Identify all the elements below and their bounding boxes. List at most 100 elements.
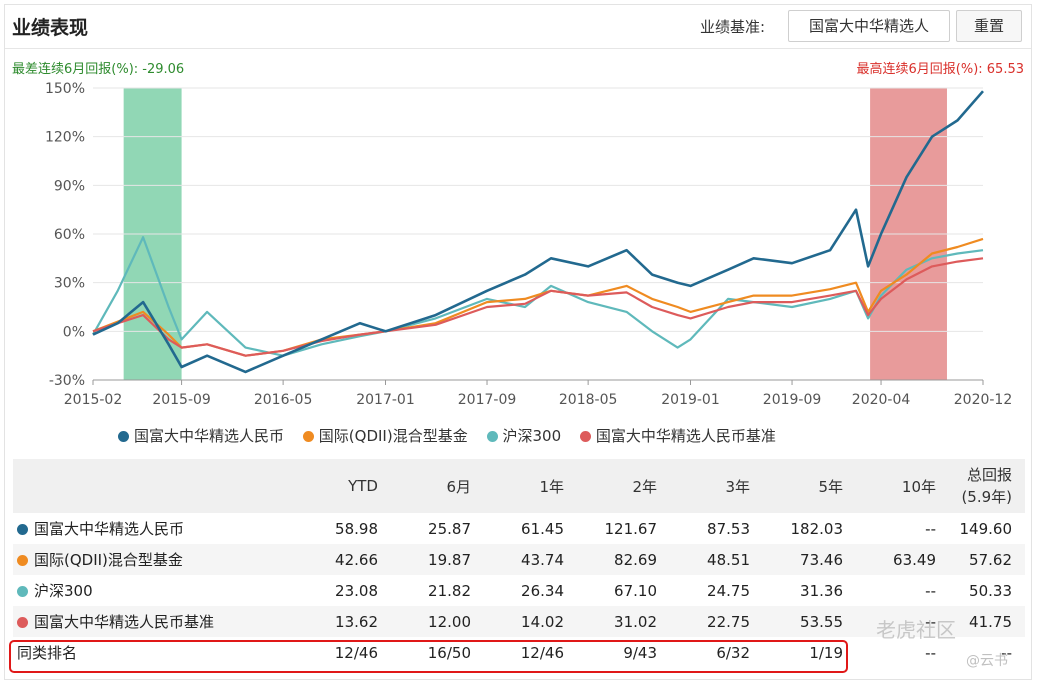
row-name: 国富大中华精选人民币基准 — [34, 613, 215, 631]
legend-item-fund[interactable]: 国富大中华精选人民币 — [118, 425, 284, 446]
row-value: 14.02 — [484, 606, 577, 637]
row-value: 21.82 — [428, 581, 471, 600]
row-value: 50.33 — [969, 581, 1012, 600]
x-tick-label: 2019-09 — [763, 392, 822, 408]
legend-dot-category — [302, 431, 314, 442]
legend-dot-fund — [118, 431, 129, 442]
rank-value: 9/43 — [623, 643, 657, 662]
row-name-cell: 国富大中华精选人民币 — [13, 513, 298, 544]
row-value: 182.03 — [790, 519, 844, 538]
returns-table: YTD 6月 1年 2年 3年 5年 10年 总回报 (5.9年) 国富大中华精选… — [13, 459, 1025, 668]
rank-row: 同类排名 12/46 16/50 12/46 9/43 6/32 1/19 -- -- — [13, 637, 1025, 668]
row-value: 67.10 — [614, 581, 657, 600]
row-name-cell: 国际(QDII)混合型基金 — [13, 544, 298, 575]
x-tick-label: 2018-05 — [559, 392, 618, 408]
row-value: 24.75 — [707, 581, 750, 600]
legend-label-fund: 国富大中华精选人民币 — [134, 427, 285, 445]
row-value: 13.62 — [298, 606, 391, 637]
row-value: 23.08 — [335, 581, 378, 600]
rank-value: -- — [1001, 643, 1012, 662]
header-ytd: YTD — [298, 459, 391, 513]
y-tick-label: 30% — [54, 276, 85, 292]
header-1y: 1年 — [484, 459, 577, 513]
row-value: 82.69 — [577, 544, 670, 575]
x-tick-label: 2016-05 — [254, 392, 313, 408]
y-tick-label: 0% — [63, 324, 85, 340]
rank-value: 1/19 — [809, 643, 843, 662]
y-tick-label: 120% — [45, 130, 85, 146]
y-tick-label: 90% — [54, 178, 85, 194]
header-2y: 2年 — [577, 459, 670, 513]
row-name: 沪深300 — [34, 582, 93, 600]
reset-button[interactable]: 重置 — [956, 10, 1022, 42]
y-tick-label: -30% — [49, 373, 85, 389]
table-row[interactable]: 国际(QDII)混合型基金 42.66 19.87 43.74 82.69 48.51 73… — [13, 544, 1025, 575]
header-6m: 6月 — [391, 459, 484, 513]
x-tick-label: 2015-09 — [152, 392, 211, 408]
row-value: 19.87 — [391, 544, 484, 575]
x-tick-label: 2020-12 — [954, 392, 1013, 408]
table-row[interactable]: 国富大中华精选人民币基准 13.62 12.00 14.02 31.02 22.75 53.… — [13, 606, 1025, 637]
x-tick-label: 2017-09 — [458, 392, 517, 408]
row-value: 31.36 — [800, 581, 843, 600]
legend-item-category[interactable]: 国际(QDII)混合型基金 — [302, 425, 468, 446]
row-name: 国际(QDII)混合型基金 — [34, 551, 183, 569]
watermark-logo: 老虎社区 — [876, 618, 956, 642]
table-header-row: YTD 6月 1年 2年 3年 5年 10年 总回报 (5.9年) — [13, 459, 1025, 513]
series-line-benchmark — [92, 257, 984, 357]
row-value: 26.34 — [521, 581, 564, 600]
series-line-fund — [92, 90, 984, 374]
row-dot — [17, 617, 28, 628]
performance-chart: 150% 120% 90% 60% 30% 0% -30% 2015-02 2015-09 201… — [45, 81, 1013, 408]
chart-legend: 国富大中华精选人民币 国际(QDII)混合型基金 沪深300 国富大中华精选人民… — [118, 425, 790, 446]
header-divider — [5, 48, 1031, 49]
header-5y: 5年 — [763, 459, 856, 513]
worst-6m-return: 最差连续6月回报(%): -29.06 — [12, 62, 185, 77]
legend-dot-benchmark — [579, 431, 591, 442]
x-tick-label: 2019-01 — [661, 392, 720, 408]
table-row[interactable]: 国富大中华精选人民币 58.98 25.87 61.45 121.67 87.53 182.… — [13, 513, 1025, 544]
row-value: 149.60 — [959, 519, 1013, 538]
row-value: 87.53 — [707, 519, 750, 538]
page-title: 业绩表现 — [12, 17, 89, 39]
rank-value: 16/50 — [427, 643, 471, 662]
rank-highlight-box — [9, 640, 848, 673]
best-6m-return: 最高连续6月回报(%): 65.53 — [856, 62, 1025, 77]
x-tick-label: 2017-01 — [356, 392, 415, 408]
rank-value: 6/32 — [716, 643, 750, 662]
legend-label-category: 国际(QDII)混合型基金 — [318, 427, 468, 445]
performance-panel — [4, 4, 1032, 680]
row-value: -- — [925, 519, 936, 538]
row-dot — [17, 586, 28, 597]
row-name: 国富大中华精选人民币 — [34, 520, 185, 538]
row-value: 58.98 — [335, 519, 378, 538]
row-value: 121.67 — [604, 519, 658, 538]
row-value: 48.51 — [670, 544, 763, 575]
legend-item-hs300[interactable]: 沪深300 — [486, 425, 562, 446]
rank-value: -- — [925, 643, 936, 662]
legend-dot-hs300 — [486, 431, 498, 442]
legend-label-hs300: 沪深300 — [502, 427, 562, 445]
legend-label-benchmark: 国富大中华精选人民币基准 — [595, 427, 776, 445]
header-total-label: 总回报 — [966, 466, 1012, 484]
table-row[interactable]: 沪深300 23.08 21.82 26.34 67.10 24.75 31.36 -- 50.… — [13, 575, 1025, 606]
row-value: -- — [925, 581, 936, 600]
row-value: 22.75 — [670, 606, 763, 637]
watermark-author: @云书 — [966, 653, 1008, 669]
row-value: -- — [856, 606, 949, 637]
legend-item-benchmark[interactable]: 国富大中华精选人民币基准 — [579, 425, 776, 446]
row-value: 31.02 — [577, 606, 670, 637]
y-tick-label: 150% — [45, 81, 85, 97]
header-name-col — [13, 459, 298, 513]
row-value: 57.62 — [949, 544, 1025, 575]
row-dot — [17, 555, 28, 566]
row-value: 73.46 — [763, 544, 856, 575]
x-tick-label: 2015-02 — [64, 392, 123, 408]
row-dot — [17, 524, 28, 535]
benchmark-select[interactable]: 国富大中华精选人 — [788, 10, 950, 42]
header-total-period: (5.9年) — [961, 488, 1012, 506]
header-10y: 10年 — [856, 459, 949, 513]
x-tick-label: 2020-04 — [852, 392, 911, 408]
row-value: 53.55 — [763, 606, 856, 637]
rank-value: 12/46 — [520, 643, 564, 662]
